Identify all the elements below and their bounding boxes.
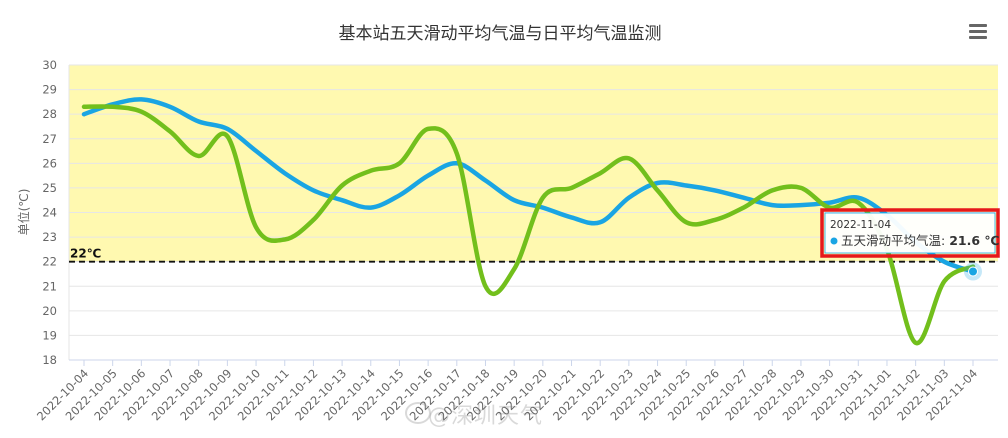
reference-line-label: 22℃ [70, 247, 101, 261]
tooltip-value: 21.6 ℃ [949, 233, 999, 248]
y-tick-label: 22 [42, 255, 57, 269]
y-tick-label: 18 [42, 353, 57, 367]
y-tick-label: 27 [42, 132, 57, 146]
tooltip-series-label: 五天滑动平均气温: [841, 233, 949, 248]
menu-bar-3 [969, 36, 987, 39]
tooltip-highlight-border [820, 208, 1000, 258]
menu-bar-1 [969, 24, 987, 27]
tooltip-date: 2022-11-04 [830, 219, 891, 231]
tooltip-series-dot [830, 237, 838, 245]
y-tick-label: 23 [42, 230, 57, 244]
y-tick-label: 29 [42, 83, 57, 97]
menu-bar-2 [969, 30, 987, 33]
series-line-five-day-moving-average [81, 97, 976, 274]
tooltip-line: 五天滑动平均气温: 21.6 ℃ [841, 233, 1000, 248]
weibo-logo-icon [405, 402, 431, 424]
y-tick-label: 25 [42, 181, 57, 195]
y-tick-label: 24 [42, 206, 57, 220]
watermark: @深圳天气 [428, 404, 544, 429]
y-tick-label: 26 [42, 156, 57, 170]
y-tick-label: 20 [42, 304, 57, 318]
tooltip-box [824, 212, 996, 254]
hover-marker [968, 266, 978, 277]
y-tick-label: 30 [42, 58, 57, 72]
y-tick-label: 21 [42, 279, 57, 293]
y-tick-label: 28 [42, 107, 57, 121]
chart-title: 基本站五天滑动平均气温与日平均气温监测 [339, 24, 662, 44]
plot-area: 181920212223242526272829302022-10-042022… [34, 58, 998, 423]
tooltip: 2022-11-04 五天滑动平均气温: 21.6 ℃ [820, 208, 1000, 258]
y-axis-label: 单位(℃) [16, 189, 31, 236]
hamburger-menu-icon[interactable] [969, 24, 987, 40]
series-line-daily-average [81, 104, 976, 346]
y-tick-label: 19 [42, 328, 57, 342]
